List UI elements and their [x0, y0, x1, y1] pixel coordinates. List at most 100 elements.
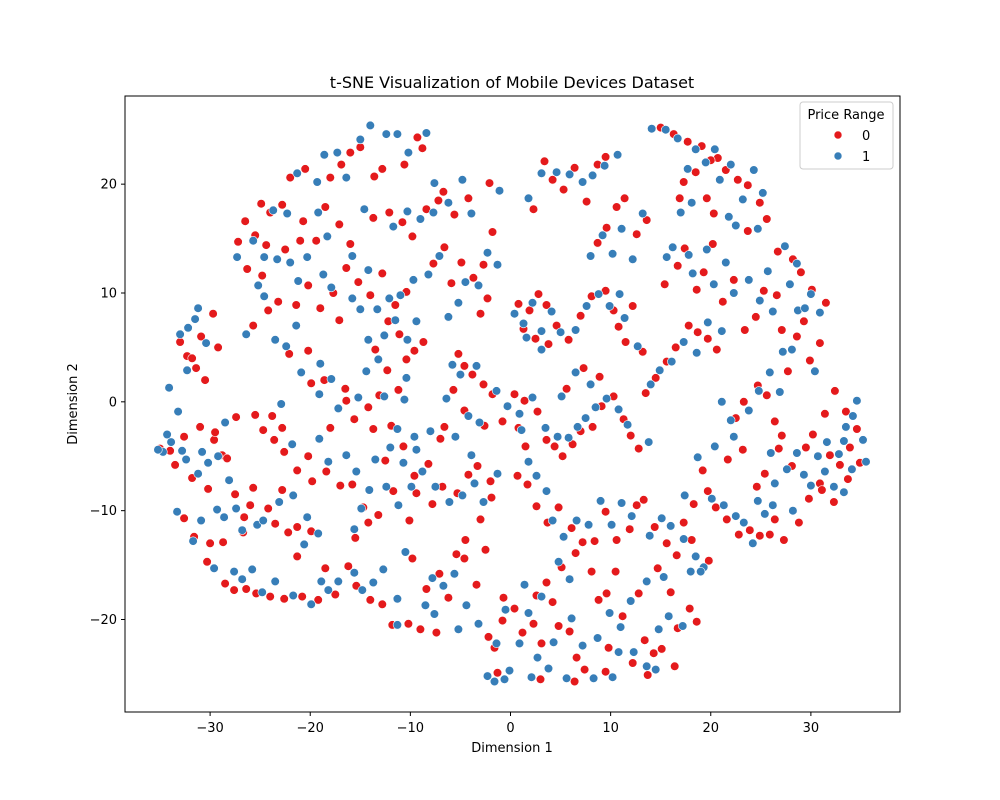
point-range-1-32 — [333, 576, 343, 587]
point-range-1-188 — [744, 405, 754, 416]
points-layer — [153, 120, 871, 687]
point-range-0-170 — [512, 471, 523, 481]
point-range-0-232 — [699, 267, 709, 277]
point-range-0-306 — [435, 434, 446, 444]
point-range-1-304 — [710, 441, 720, 452]
point-range-1-190 — [765, 367, 775, 378]
point-range-1-229 — [753, 224, 763, 234]
point-range-1-348 — [153, 445, 163, 455]
point-range-1-85 — [315, 359, 325, 369]
point-range-1-267 — [408, 275, 419, 285]
point-range-0-134 — [449, 210, 460, 220]
point-range-1-285 — [463, 411, 474, 421]
point-range-0-151 — [478, 379, 489, 390]
point-range-0-166 — [626, 431, 636, 441]
point-range-1-290 — [237, 525, 247, 535]
point-range-0-135 — [463, 193, 474, 203]
point-range-1-335 — [651, 664, 661, 675]
point-range-0-316 — [439, 422, 450, 432]
point-range-1-206 — [721, 257, 731, 268]
point-range-0-114 — [321, 466, 331, 477]
point-range-0-351 — [485, 476, 496, 486]
point-range-0-247 — [691, 167, 701, 177]
point-range-1-333 — [561, 673, 572, 683]
point-range-1-167 — [719, 500, 729, 510]
point-range-1-197 — [806, 289, 816, 299]
x-tick-label: −10 — [397, 721, 424, 736]
y-tick-label: −20 — [90, 613, 117, 628]
point-range-1-271 — [363, 265, 373, 275]
point-range-0-105 — [303, 451, 313, 461]
point-range-0-307 — [423, 459, 434, 469]
point-range-1-3 — [181, 454, 191, 465]
point-range-1-280 — [385, 442, 395, 453]
point-range-0-198 — [760, 469, 770, 479]
point-range-0-17 — [218, 537, 228, 547]
point-range-1-307 — [847, 464, 857, 474]
point-range-1-157 — [616, 498, 627, 508]
point-range-1-316 — [434, 251, 445, 261]
point-range-1-339 — [861, 457, 871, 467]
point-range-0-84 — [257, 271, 267, 281]
point-range-1-33 — [349, 568, 359, 578]
point-range-0-241 — [671, 342, 681, 353]
point-range-0-58 — [547, 597, 558, 607]
point-range-0-146 — [334, 219, 344, 229]
point-range-1-106 — [417, 466, 428, 477]
point-range-1-326 — [209, 563, 219, 573]
point-range-1-102 — [364, 485, 374, 495]
point-range-1-61 — [629, 647, 639, 657]
point-range-0-140 — [417, 143, 428, 153]
point-range-0-108 — [269, 435, 279, 445]
point-range-1-40 — [429, 609, 440, 619]
point-range-0-67 — [617, 611, 628, 621]
point-range-0-308 — [409, 471, 420, 481]
point-range-1-103 — [381, 482, 391, 492]
point-range-1-289 — [224, 475, 234, 485]
point-range-0-205 — [825, 450, 835, 460]
point-range-0-47 — [459, 553, 470, 564]
point-range-0-2 — [170, 460, 180, 470]
point-range-1-68 — [248, 236, 258, 246]
point-range-1-95 — [409, 432, 420, 442]
point-range-0-342 — [300, 164, 310, 174]
point-range-1-18 — [229, 566, 239, 577]
point-range-1-263 — [473, 280, 484, 291]
point-range-0-120 — [404, 515, 415, 526]
point-range-1-55 — [566, 613, 577, 624]
point-range-1-315 — [363, 335, 373, 345]
point-range-0-369 — [704, 556, 714, 566]
point-range-0-36 — [343, 561, 353, 571]
point-range-1-57 — [588, 673, 599, 683]
point-range-1-277 — [425, 426, 436, 436]
point-range-0-149 — [459, 361, 470, 371]
point-range-0-364 — [535, 674, 546, 684]
point-range-0-26 — [283, 527, 293, 538]
point-range-0-353 — [594, 372, 605, 382]
point-range-1-295 — [536, 591, 547, 602]
point-range-0-159 — [557, 451, 568, 461]
point-range-0-377 — [484, 178, 495, 188]
point-range-0-296 — [390, 300, 400, 310]
point-range-1-226 — [738, 194, 748, 204]
point-range-1-273 — [411, 316, 422, 326]
point-range-1-345 — [429, 178, 440, 188]
point-range-0-309 — [398, 441, 409, 452]
point-range-0-62 — [579, 664, 590, 675]
point-range-1-50 — [514, 638, 525, 649]
point-range-0-131 — [407, 231, 418, 241]
point-range-0-297 — [377, 268, 387, 279]
point-range-1-171 — [760, 509, 770, 519]
point-range-0-80 — [233, 237, 243, 247]
point-range-0-71 — [657, 644, 667, 654]
point-range-1-4 — [193, 469, 203, 479]
point-range-1-53 — [543, 663, 554, 674]
point-range-0-294 — [475, 309, 486, 319]
point-range-0-253 — [755, 198, 765, 208]
point-range-1-314 — [232, 252, 242, 262]
point-range-1-201 — [780, 241, 790, 251]
point-range-1-111 — [478, 497, 489, 507]
point-range-0-50 — [480, 545, 491, 555]
point-range-1-172 — [768, 500, 778, 510]
point-range-1-184 — [820, 466, 830, 477]
